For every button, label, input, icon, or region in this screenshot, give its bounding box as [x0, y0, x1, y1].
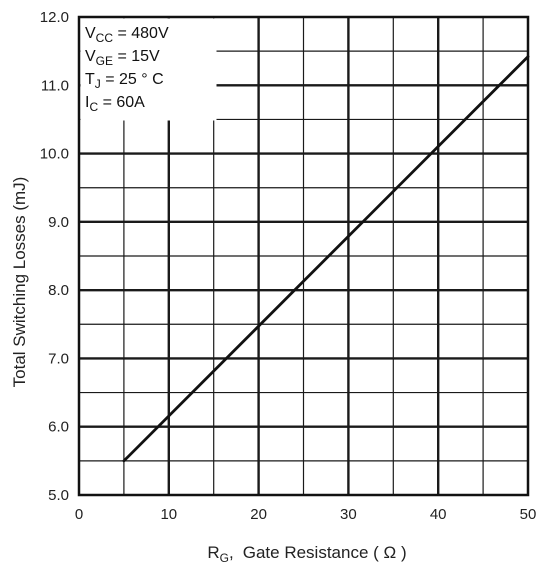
x-tick-label: 30	[340, 506, 357, 523]
x-tick-label: 10	[160, 506, 177, 523]
x-tick-label: 20	[250, 506, 267, 523]
y-tick-label: 11.0	[41, 77, 69, 94]
conditions-annotation: VCC = 480V VGE = 15V TJ = 25 ° C IC = 60A	[85, 25, 169, 114]
y-tick-label: 8.0	[48, 282, 69, 299]
x-tick-label: 40	[430, 506, 447, 523]
series-line	[122, 55, 530, 463]
y-tick-label: 12.0	[40, 9, 69, 26]
condition-line: TJ = 25 ° C	[85, 71, 164, 91]
x-tick-label: 0	[75, 506, 83, 523]
x-axis-label: RG, Gate Resistance ( Ω )	[207, 543, 406, 565]
y-tick-labels: 5.0 6.0 7.0 8.0 9.0 10.0 11.0 12.0	[40, 9, 69, 504]
x-axis-title: Gate Resistance ( Ω )	[243, 543, 407, 562]
annotation-background	[80, 18, 217, 121]
condition-line: VGE = 15V	[85, 48, 160, 68]
x-tick-labels: 0 10 20 30 40 50	[75, 506, 537, 523]
condition-line: IC = 60A	[85, 94, 145, 114]
y-tick-label: 6.0	[48, 419, 69, 436]
y-tick-label: 10.0	[40, 146, 69, 163]
y-tick-label: 9.0	[48, 214, 69, 231]
plot-frame	[77, 15, 530, 497]
x-axis-separator: ,	[229, 543, 234, 562]
x-axis-symbol-sub: G	[220, 551, 229, 565]
y-tick-label: 5.0	[48, 487, 69, 504]
y-tick-label: 7.0	[48, 350, 69, 367]
x-axis-symbol: R	[207, 543, 219, 562]
y-axis-label: Total Switching Losses (mJ)	[10, 177, 29, 388]
condition-line: VCC = 480V	[85, 25, 169, 45]
x-tick-label: 50	[520, 506, 537, 523]
series-layer	[122, 55, 530, 463]
